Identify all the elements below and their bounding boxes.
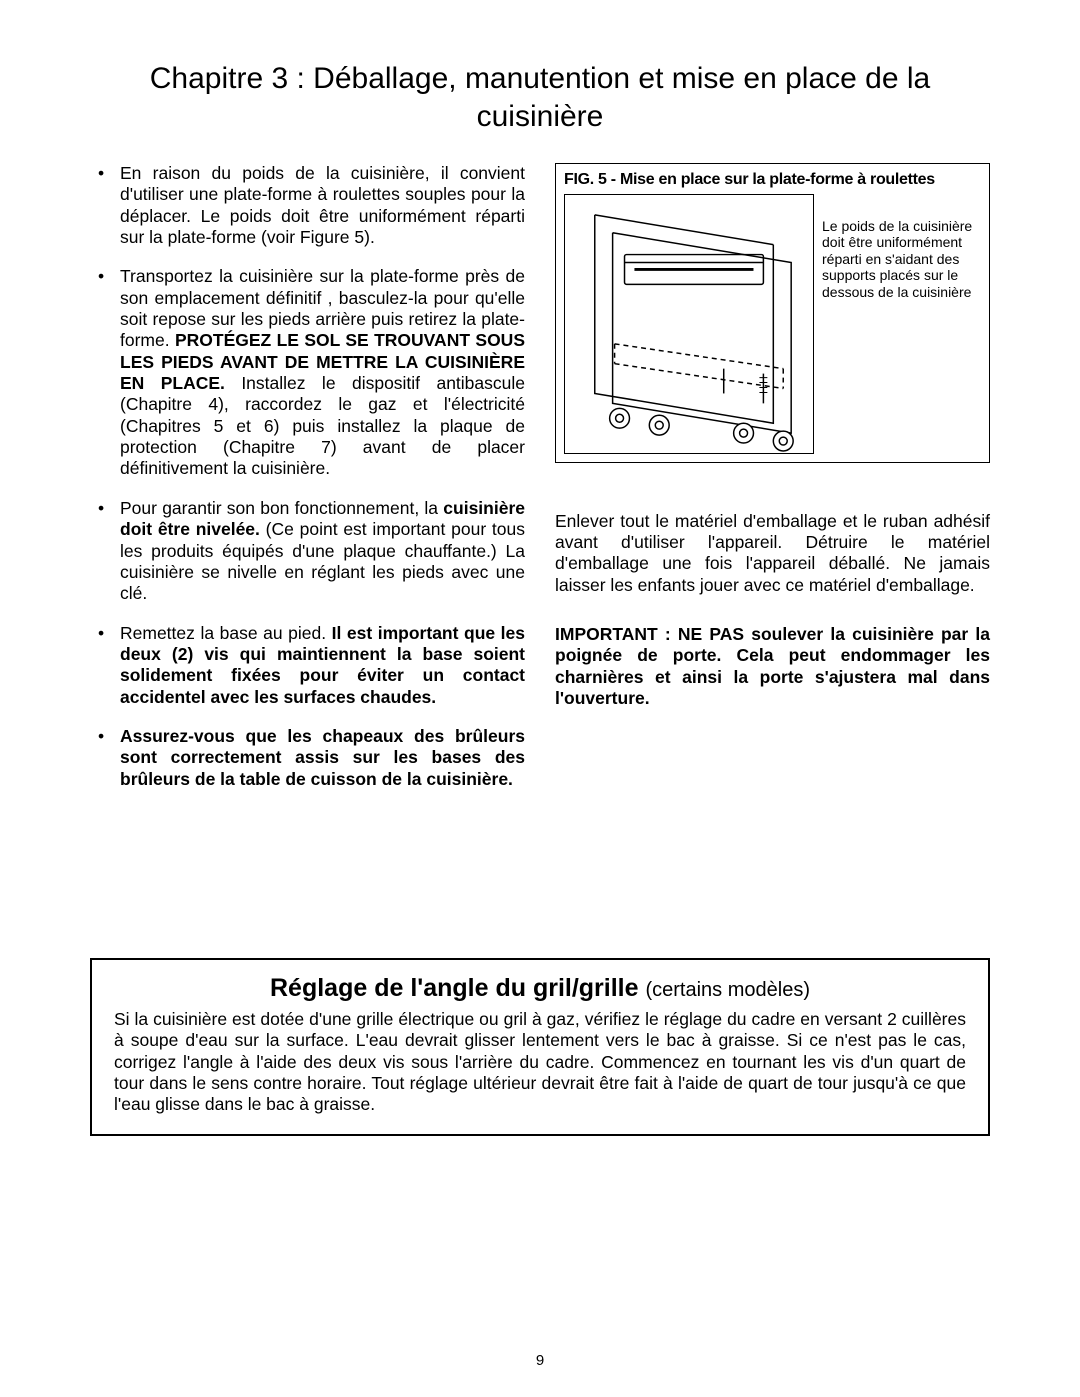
two-column-layout: En raison du poids de la cuisinière, il … [90,163,990,808]
figure-diagram [564,194,814,454]
bullet-item: Remettez la base au pied. Il est importa… [90,623,525,708]
bullet-item: Assurez-vous que les chapeaux des brûleu… [90,726,525,790]
figure-box: FIG. 5 - Mise en place sur la plate-form… [555,163,990,463]
bullet-list: En raison du poids de la cuisinière, il … [90,163,525,790]
figure-body: Le poids de la cuisinière doit être unif… [564,194,981,454]
adjustment-body: Si la cuisinière est dotée d'une grille … [114,1009,966,1116]
bullet-item: Pour garantir son bon fonctionnement, la… [90,498,525,605]
adjustment-heading-main: Réglage de l'angle du gril/grille [270,974,639,1002]
left-column: En raison du poids de la cuisinière, il … [90,163,525,808]
bullet-item: Transportez la cuisinière sur la plate-f… [90,266,525,479]
page-title: Chapitre 3 : Déballage, manutention et m… [90,60,990,135]
figure-caption-text: Le poids de la cuisinière doit être unif… [822,194,981,454]
adjustment-heading-sub: (certains modèles) [645,979,810,1001]
page: Chapitre 3 : Déballage, manutention et m… [0,0,1080,1397]
figure-title: FIG. 5 - Mise en place sur la plate-form… [564,170,981,190]
important-warning: IMPORTANT : NE PAS soulever la cuisinièr… [555,624,990,709]
cart-diagram-icon [565,195,813,453]
packaging-paragraph: Enlever tout le matériel d'emballage et … [555,511,990,596]
right-column: FIG. 5 - Mise en place sur la plate-form… [555,163,990,808]
bullet-item: En raison du poids de la cuisinière, il … [90,163,525,248]
adjustment-box: Réglage de l'angle du gril/grille (certa… [90,958,990,1136]
adjustment-heading: Réglage de l'angle du gril/grille (certa… [114,974,966,1003]
page-number: 9 [0,1352,1080,1369]
